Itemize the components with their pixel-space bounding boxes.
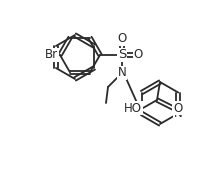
- Text: N: N: [118, 66, 126, 80]
- Text: Br: Br: [45, 48, 58, 61]
- Text: O: O: [117, 33, 127, 45]
- Text: N: N: [174, 107, 183, 120]
- Text: O: O: [133, 48, 143, 61]
- Text: S: S: [118, 48, 126, 61]
- Text: O: O: [173, 102, 182, 115]
- Text: HO: HO: [124, 102, 142, 115]
